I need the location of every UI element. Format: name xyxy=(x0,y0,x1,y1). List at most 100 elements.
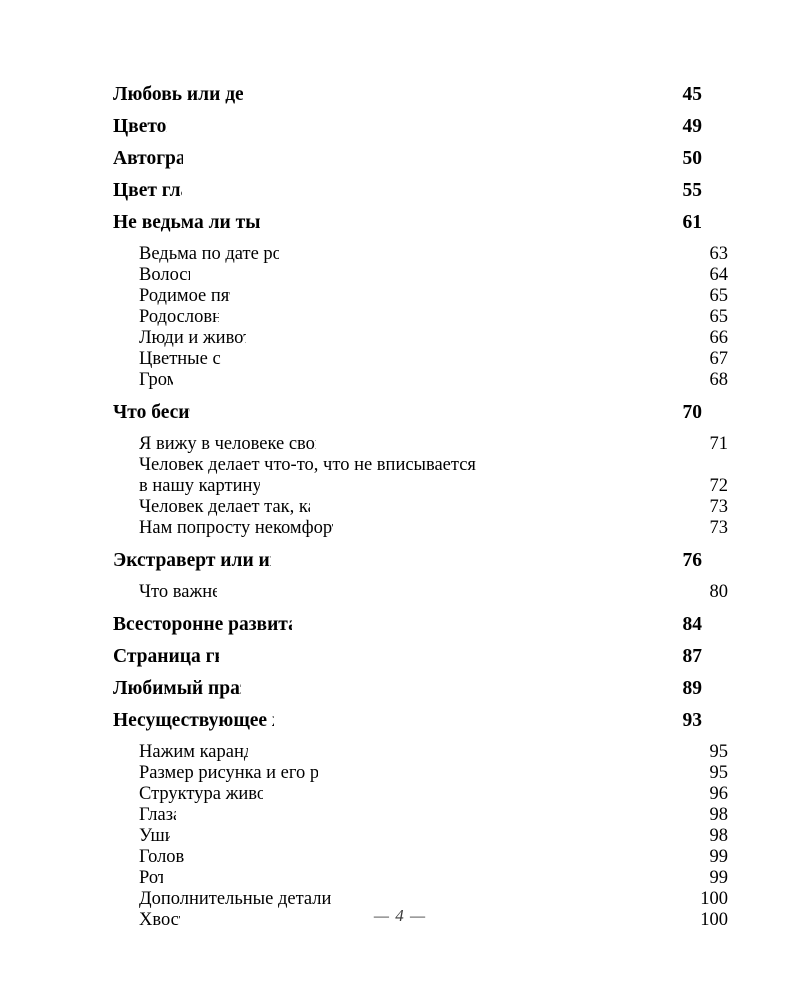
toc-entry-page-number: 73 xyxy=(709,518,729,538)
toc-entry-page-number: 99 xyxy=(709,847,729,867)
toc-entry-title: Родословная xyxy=(139,307,219,327)
toc-entry-section[interactable]: Ведьма по дате рождения.................… xyxy=(113,244,728,265)
toc-entry-section[interactable]: Дополнительные детали и части фигуры....… xyxy=(113,889,728,910)
toc-entry-title: Глаза xyxy=(139,805,176,825)
toc-entry-chapter[interactable]: Цвет глаз...............................… xyxy=(113,180,702,212)
toc-entry-chapter[interactable]: Экстраверт или интроверт................… xyxy=(113,550,702,582)
toc-entry-section[interactable]: Человек делает что-то, что не вписываетс… xyxy=(113,455,728,476)
toc-entry-title: Гром xyxy=(139,370,174,390)
toc-entry-page-number: 100 xyxy=(700,889,728,909)
toc-entry-page-number: 61 xyxy=(682,212,703,233)
toc-entry-title: Уши xyxy=(139,826,171,846)
toc-entry-title: Голова xyxy=(139,847,185,867)
toc-entry-section[interactable]: Нам попросту некомфортно с человеком....… xyxy=(113,518,728,539)
toc-entry-title: Несуществующее животное xyxy=(113,710,274,731)
toc-entry-title: Страница гнева xyxy=(113,646,219,667)
toc-entry-section[interactable]: Люди и животные.........................… xyxy=(113,328,728,349)
toc-entry-page-number: 72 xyxy=(709,476,729,496)
toc-entry-page-number: 87 xyxy=(682,646,703,667)
toc-entry-page-number: 96 xyxy=(709,784,729,804)
toc-entry-page-number: 100 xyxy=(700,910,728,930)
toc-entry-section[interactable]: Что важнее?.............................… xyxy=(113,582,728,603)
toc-entry-title: Размер рисунка и его расположение xyxy=(139,763,318,783)
toc-entry-section[interactable]: Родимое пятно...........................… xyxy=(113,286,728,307)
toc-entry-title: Автограф xyxy=(113,148,183,169)
toc-entry-page-number: 67 xyxy=(709,349,729,369)
toc-entry-page-number: 98 xyxy=(709,826,729,846)
toc-entry-chapter[interactable]: Страница гнева..........................… xyxy=(113,646,702,678)
toc-entry-page-number: 76 xyxy=(682,550,703,571)
toc-entry-page-number: 84 xyxy=(682,614,703,635)
page-footer: — 4 — xyxy=(373,906,427,925)
toc-entry-section[interactable]: Цветные сны.............................… xyxy=(113,349,728,370)
toc-entry-page-number: 64 xyxy=(709,265,729,285)
toc-entry-page-number: 98 xyxy=(709,805,729,825)
toc-entry-page-number: 89 xyxy=(682,678,703,699)
toc-entry-chapter[interactable]: Не ведьма ли ты часом?..................… xyxy=(113,212,702,244)
toc-entry-page-number: 45 xyxy=(682,84,703,105)
toc-entry-title: Ведьма по дате рождения xyxy=(139,244,280,264)
toc-entry-title: Не ведьма ли ты часом? xyxy=(113,212,260,233)
toc-entry-page-number: 71 xyxy=(709,434,729,454)
toc-entry-section[interactable]: Волосы..................................… xyxy=(113,265,728,286)
toc-entry-chapter[interactable]: Любимый праздник........................… xyxy=(113,678,702,710)
toc-entry-page-number: 95 xyxy=(709,742,729,762)
toc-entry-title: Нам попросту некомфортно с человеком xyxy=(139,518,333,538)
toc-entry-page-number: 68 xyxy=(709,370,729,390)
toc-entry-title: Человек делает что-то, что не вписываетс… xyxy=(139,455,476,475)
toc-entry-chapter[interactable]: Любовь или деньги?......................… xyxy=(113,84,702,116)
toc-entry-section[interactable]: Структура животного.....................… xyxy=(113,784,728,805)
toc-entry-title: Хвост xyxy=(139,910,180,930)
toc-entry-title: Что важнее? xyxy=(139,582,218,602)
toc-list: Любовь или деньги?......................… xyxy=(113,84,728,931)
toc-entry-page-number: 55 xyxy=(682,180,703,201)
toc-entry-section[interactable]: Родословная.............................… xyxy=(113,307,728,328)
toc-entry-section[interactable]: Хвост...................................… xyxy=(113,910,728,931)
toc-entry-title: Всесторонне развитая личность xyxy=(113,614,292,635)
toc-entry-page-number: 66 xyxy=(709,328,729,348)
toc-entry-chapter[interactable]: Автограф................................… xyxy=(113,148,702,180)
toc-entry-title: Любимый праздник xyxy=(113,678,241,699)
toc-entry-page-number: 70 xyxy=(682,402,703,423)
toc-entry-chapter[interactable]: Что бесит?..............................… xyxy=(113,402,702,434)
toc-entry-page-number: 80 xyxy=(709,582,729,602)
toc-entry-chapter[interactable]: Несуществующее животное.................… xyxy=(113,710,702,742)
toc-entry-title: Нажим карандаша xyxy=(139,742,248,762)
toc-entry-title: в нашу картину мира xyxy=(139,476,261,496)
toc-entry-section[interactable]: Рот.....................................… xyxy=(113,868,728,889)
toc-entry-title: Родимое пятно xyxy=(139,286,230,306)
toc-entry-section[interactable]: Глаза...................................… xyxy=(113,805,728,826)
toc-entry-page-number: 49 xyxy=(682,116,703,137)
toc-entry-page-number: 63 xyxy=(709,244,729,264)
toc-entry-section[interactable]: в нашу картину мира.....................… xyxy=(113,476,728,497)
toc-entry-page-number: 99 xyxy=(709,868,729,888)
toc-entry-section[interactable]: Гром....................................… xyxy=(113,370,728,391)
toc-entry-title: Рот xyxy=(139,868,163,888)
toc-entry-section[interactable]: Нажим карандаша.........................… xyxy=(113,742,728,763)
toc-entry-section[interactable]: Человек делает так, как я не могу.......… xyxy=(113,497,728,518)
toc-entry-title: Любовь или деньги? xyxy=(113,84,243,105)
toc-entry-title: Цветок xyxy=(113,116,167,137)
toc-entry-title: Человек делает так, как я не могу xyxy=(139,497,310,517)
toc-entry-title: Цвет глаз xyxy=(113,180,182,201)
toc-entry-chapter[interactable]: Цветок..................................… xyxy=(113,116,702,148)
toc-entry-title: Структура животного xyxy=(139,784,263,804)
toc-entry-title: Я вижу в человеке свои недостатки xyxy=(139,434,316,454)
toc-entry-title: Дополнительные детали и части фигуры xyxy=(139,889,331,909)
toc-entry-title: Люди и животные xyxy=(139,328,246,348)
toc-entry-chapter[interactable]: Всесторонне развитая личность...........… xyxy=(113,614,702,646)
toc-entry-page-number: 73 xyxy=(709,497,729,517)
toc-entry-title: Цветные сны xyxy=(139,349,221,369)
toc-entry-page-number: 65 xyxy=(709,307,729,327)
toc-entry-page-number: 93 xyxy=(682,710,703,731)
toc-entry-title: Экстраверт или интроверт xyxy=(113,550,271,571)
toc-entry-section[interactable]: Размер рисунка и его расположение.......… xyxy=(113,763,728,784)
toc-entry-section[interactable]: Я вижу в человеке свои недостатки.......… xyxy=(113,434,728,455)
toc-entry-title: Волосы xyxy=(139,265,190,285)
toc-entry-page-number: 50 xyxy=(682,148,703,169)
toc-entry-section[interactable]: Уши.....................................… xyxy=(113,826,728,847)
toc-entry-page-number: 95 xyxy=(709,763,729,783)
toc-entry-page-number: 65 xyxy=(709,286,729,306)
toc-entry-section[interactable]: Голова..................................… xyxy=(113,847,728,868)
